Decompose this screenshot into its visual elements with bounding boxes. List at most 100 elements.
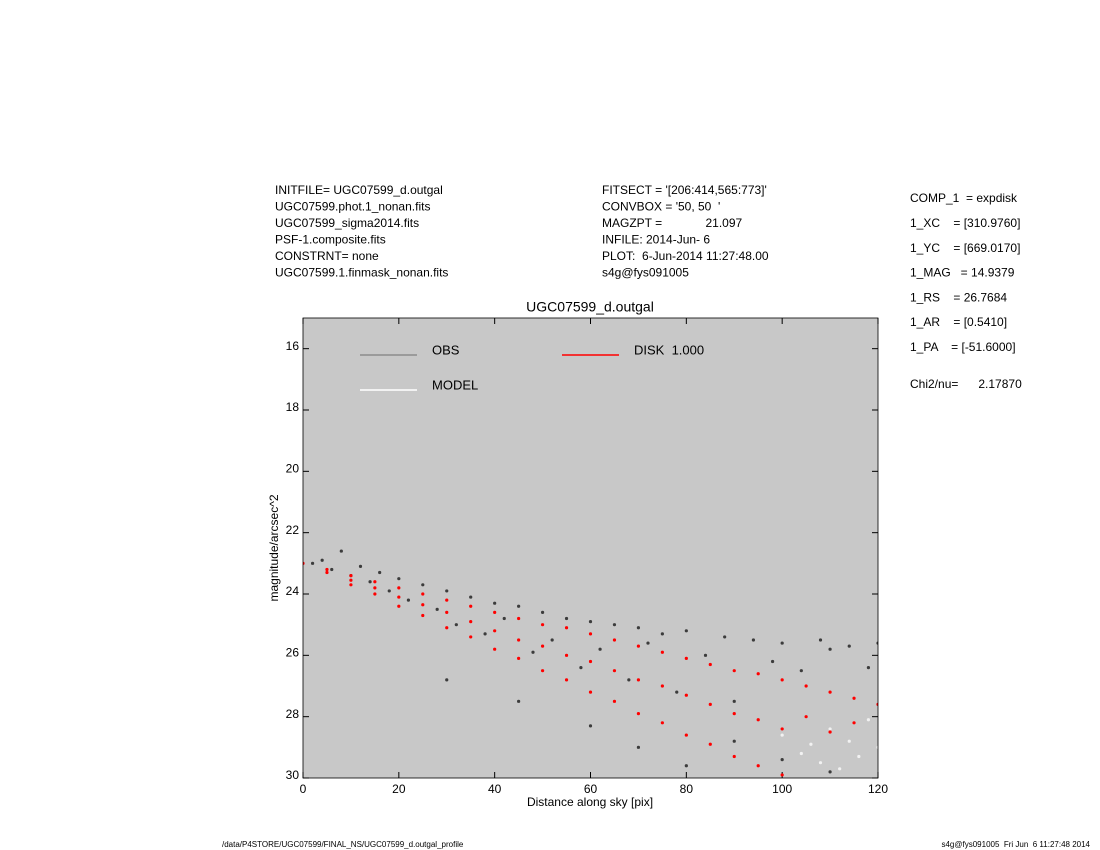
legend-label: MODEL bbox=[432, 377, 478, 392]
header-right-line: 1_MAG = 14.9379 bbox=[910, 266, 1015, 280]
header-left-line: INITFILE= UGC07599_d.outgal bbox=[275, 183, 443, 197]
chart-title: UGC07599_d.outgal bbox=[526, 299, 654, 315]
point bbox=[325, 567, 329, 572]
point bbox=[421, 592, 425, 596]
point bbox=[780, 727, 784, 731]
point bbox=[483, 632, 487, 636]
point bbox=[684, 656, 688, 661]
header-right-line: 1_AR = [0.5410] bbox=[910, 315, 1007, 329]
header-right-line: 1_YC = [669.0170] bbox=[910, 241, 1020, 255]
point bbox=[339, 549, 343, 553]
point bbox=[435, 607, 439, 611]
y-axis-label: magnitude/arcsec^2 bbox=[267, 494, 281, 601]
point bbox=[780, 733, 784, 737]
point bbox=[847, 739, 851, 743]
point bbox=[756, 672, 760, 676]
point bbox=[454, 623, 458, 627]
header-right-line: COMP_1 = expdisk bbox=[910, 191, 1018, 205]
point bbox=[469, 595, 473, 599]
point bbox=[866, 666, 871, 670]
point bbox=[517, 604, 521, 608]
x-tick-label: 40 bbox=[488, 782, 502, 796]
point bbox=[445, 589, 449, 593]
y-tick-label: 18 bbox=[286, 400, 300, 414]
point bbox=[550, 638, 554, 642]
point bbox=[349, 574, 353, 578]
header-right-line: 1_RS = 26.7684 bbox=[910, 290, 1007, 304]
point bbox=[469, 604, 473, 608]
point bbox=[708, 662, 712, 667]
y-tick-label: 20 bbox=[286, 462, 300, 476]
y-tick-label: 28 bbox=[286, 707, 300, 721]
y-tick-label: 22 bbox=[286, 523, 300, 537]
point bbox=[469, 635, 473, 639]
point bbox=[732, 699, 736, 703]
point bbox=[349, 578, 353, 582]
point bbox=[368, 580, 372, 584]
x-axis-label: Distance along sky [pix] bbox=[527, 795, 653, 809]
point bbox=[627, 678, 631, 682]
point bbox=[780, 678, 784, 682]
point bbox=[517, 638, 521, 642]
point bbox=[852, 696, 856, 700]
point bbox=[445, 610, 449, 615]
point bbox=[373, 592, 377, 596]
point bbox=[387, 589, 391, 593]
point bbox=[564, 616, 569, 621]
point bbox=[517, 656, 521, 661]
point bbox=[732, 739, 736, 743]
point bbox=[804, 715, 808, 719]
y-tick-label: 16 bbox=[286, 339, 300, 353]
point bbox=[564, 678, 569, 682]
point bbox=[636, 644, 641, 648]
x-tick-label: 100 bbox=[772, 782, 792, 796]
x-tick-label: 120 bbox=[868, 782, 888, 796]
point bbox=[445, 598, 449, 602]
point bbox=[751, 638, 756, 642]
x-tick-label: 80 bbox=[680, 782, 694, 796]
point bbox=[325, 570, 329, 575]
header-left-line: UGC07599_sigma2014.fits bbox=[275, 216, 419, 230]
point bbox=[421, 613, 425, 618]
point bbox=[397, 577, 401, 581]
x-tick-label: 20 bbox=[392, 782, 406, 796]
point bbox=[397, 604, 401, 608]
point bbox=[320, 558, 324, 562]
point bbox=[564, 626, 569, 630]
point bbox=[684, 733, 688, 737]
point bbox=[612, 699, 617, 703]
point bbox=[531, 650, 535, 654]
point bbox=[636, 745, 641, 749]
point bbox=[636, 678, 641, 682]
point bbox=[799, 669, 803, 673]
point bbox=[732, 712, 736, 716]
plot-frame bbox=[302, 317, 879, 779]
point bbox=[828, 647, 832, 651]
point bbox=[828, 727, 832, 731]
point bbox=[445, 678, 449, 682]
point bbox=[373, 586, 377, 590]
point bbox=[804, 684, 808, 688]
point bbox=[564, 653, 569, 657]
point bbox=[866, 718, 871, 722]
header-left-line: PSF-1.composite.fits bbox=[275, 233, 386, 247]
plot-area bbox=[303, 318, 878, 778]
point bbox=[493, 610, 497, 615]
point bbox=[517, 699, 521, 703]
point bbox=[828, 690, 832, 694]
point bbox=[723, 635, 727, 639]
legend-label: DISK 1.000 bbox=[634, 342, 704, 357]
point bbox=[636, 626, 641, 630]
point bbox=[406, 598, 411, 602]
header-left-line: CONSTRNT= none bbox=[275, 249, 379, 263]
point bbox=[799, 751, 803, 756]
header-middle-line: MAGZPT = 21.097 bbox=[602, 216, 742, 230]
point bbox=[756, 764, 760, 768]
point bbox=[828, 730, 832, 734]
point bbox=[809, 742, 813, 746]
point bbox=[818, 761, 823, 765]
point bbox=[579, 666, 583, 670]
y-tick-label: 26 bbox=[286, 646, 300, 660]
header-middle-line: FITSECT = '[206:414,565:773]' bbox=[602, 183, 767, 197]
